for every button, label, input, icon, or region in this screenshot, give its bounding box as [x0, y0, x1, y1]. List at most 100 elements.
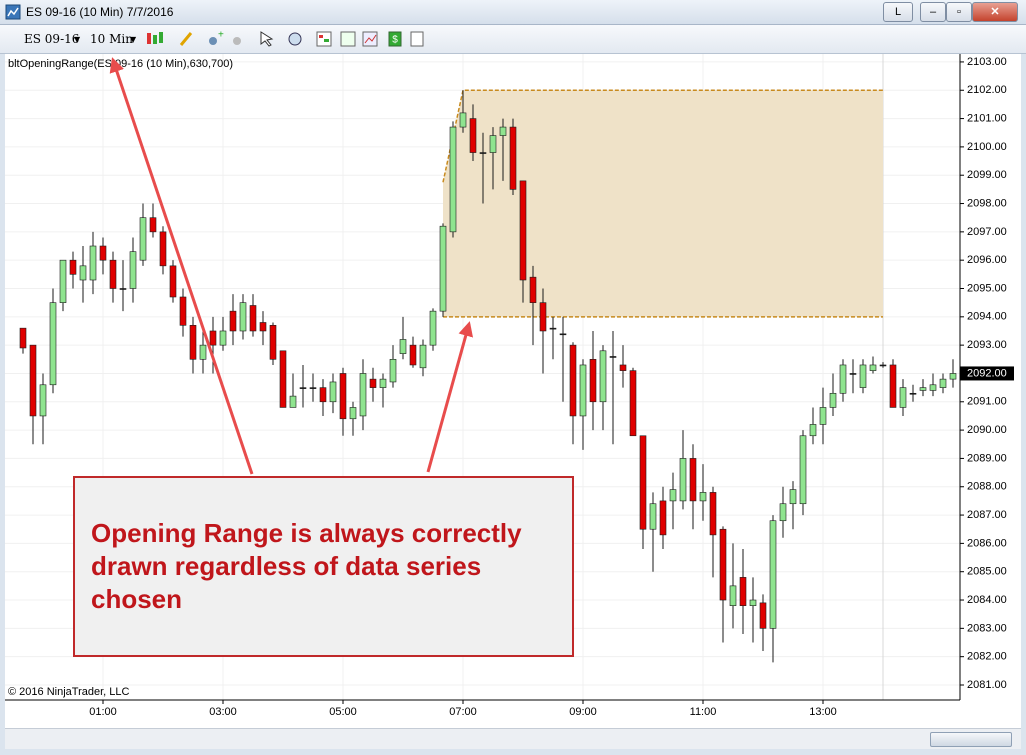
window-title: ES 09-16 (10 Min) 7/7/2016 [26, 5, 174, 19]
candle-body [749, 599, 757, 606]
y-tick-label: 2096.00 [967, 254, 1007, 266]
y-tick-label: 2095.00 [967, 282, 1007, 294]
x-tick-label: 05:00 [329, 706, 357, 718]
candle [589, 330, 597, 431]
candle-body [769, 520, 777, 629]
marker-button[interactable]: + [209, 30, 224, 45]
candle-body [229, 310, 237, 332]
candle-body [609, 356, 617, 358]
candle [709, 486, 717, 578]
candle-body [139, 217, 147, 261]
candle [69, 251, 77, 289]
candle [409, 336, 417, 368]
candle-body [109, 259, 117, 289]
candle [819, 387, 827, 445]
scroll-thumb[interactable] [930, 732, 1012, 747]
candle [99, 237, 107, 275]
candle-body [349, 407, 357, 420]
candle-body [839, 364, 847, 394]
annotation-box: Opening Range is always correctly drawn … [73, 476, 574, 657]
candle [259, 311, 267, 346]
opening-range-area [443, 90, 883, 317]
link-button[interactable]: L [883, 2, 913, 22]
candle-body [329, 381, 337, 403]
candle-body [689, 458, 697, 502]
candle-body [199, 344, 207, 360]
templates-button[interactable] [410, 31, 424, 47]
dropdown-arrow: ▼ [130, 35, 137, 44]
candle-body [489, 135, 497, 153]
candle [49, 288, 57, 394]
orders-button[interactable]: $ [388, 31, 402, 47]
last-price-box [960, 366, 1014, 381]
interval-selector[interactable]: 10 Min [90, 32, 133, 46]
candle-body [529, 276, 537, 303]
candle [19, 327, 27, 354]
last-price-label: 2092.00 [967, 367, 1007, 379]
candle-body [939, 378, 947, 388]
candle [419, 339, 427, 377]
candle-body [759, 602, 767, 629]
candle-body [39, 384, 47, 417]
candle [869, 356, 877, 374]
candle-body [129, 251, 137, 289]
cursor-button[interactable] [260, 31, 274, 47]
candle [919, 379, 927, 397]
minimize-button[interactable]: – [920, 2, 946, 22]
y-tick-label: 2083.00 [967, 622, 1007, 634]
candle-body [519, 180, 527, 281]
instrument-selector[interactable]: ES 09-16 [24, 32, 80, 46]
candle [279, 350, 287, 408]
candle-body [799, 435, 807, 505]
candle [329, 373, 337, 414]
candle [779, 486, 787, 538]
candle-body [259, 322, 267, 332]
strategies-button[interactable] [362, 31, 378, 47]
y-tick-label: 2085.00 [967, 566, 1007, 578]
candle-body [239, 302, 247, 332]
candle-body [889, 364, 897, 408]
candle [359, 359, 367, 431]
candle [559, 316, 567, 402]
candle [629, 367, 637, 437]
draw-tool-button[interactable] [179, 32, 193, 46]
candle-body [729, 585, 737, 606]
candle [389, 345, 397, 388]
candle-body [179, 296, 187, 326]
candle-body [439, 225, 447, 312]
candle-body [659, 500, 667, 536]
candle-body [739, 577, 747, 606]
candle-body [399, 339, 407, 354]
close-button[interactable]: ✕ [972, 2, 1018, 22]
candle-body [569, 344, 577, 417]
candle [639, 435, 647, 550]
candle-body [539, 302, 547, 332]
candle [749, 577, 757, 643]
candle [839, 359, 847, 402]
candle [539, 288, 547, 374]
y-tick-label: 2091.00 [967, 396, 1007, 408]
scrollbar[interactable] [5, 728, 1021, 749]
copyright: © 2016 NinjaTrader, LLC [8, 686, 129, 698]
zoom-button[interactable] [288, 32, 302, 46]
candle-body [299, 387, 307, 389]
candle-body [169, 265, 177, 298]
candle [829, 373, 837, 416]
candle-body [699, 492, 707, 502]
annotation-text: drawn regardless of data series [91, 551, 482, 581]
bar-style-button[interactable] [147, 32, 163, 44]
candle-body [249, 305, 257, 332]
candle-body [509, 126, 517, 190]
candle-body [289, 395, 297, 408]
marker-remove-button[interactable] [233, 37, 241, 45]
candle [519, 180, 527, 303]
candle [429, 308, 437, 351]
properties-button[interactable] [316, 31, 332, 47]
candle [339, 367, 347, 436]
indicators-button[interactable] [340, 31, 356, 47]
x-tick-label: 13:00 [809, 706, 837, 718]
candle [289, 373, 297, 408]
candle-body [719, 528, 727, 601]
candle-body [639, 435, 647, 530]
maximize-button[interactable]: ▫ [946, 2, 972, 22]
